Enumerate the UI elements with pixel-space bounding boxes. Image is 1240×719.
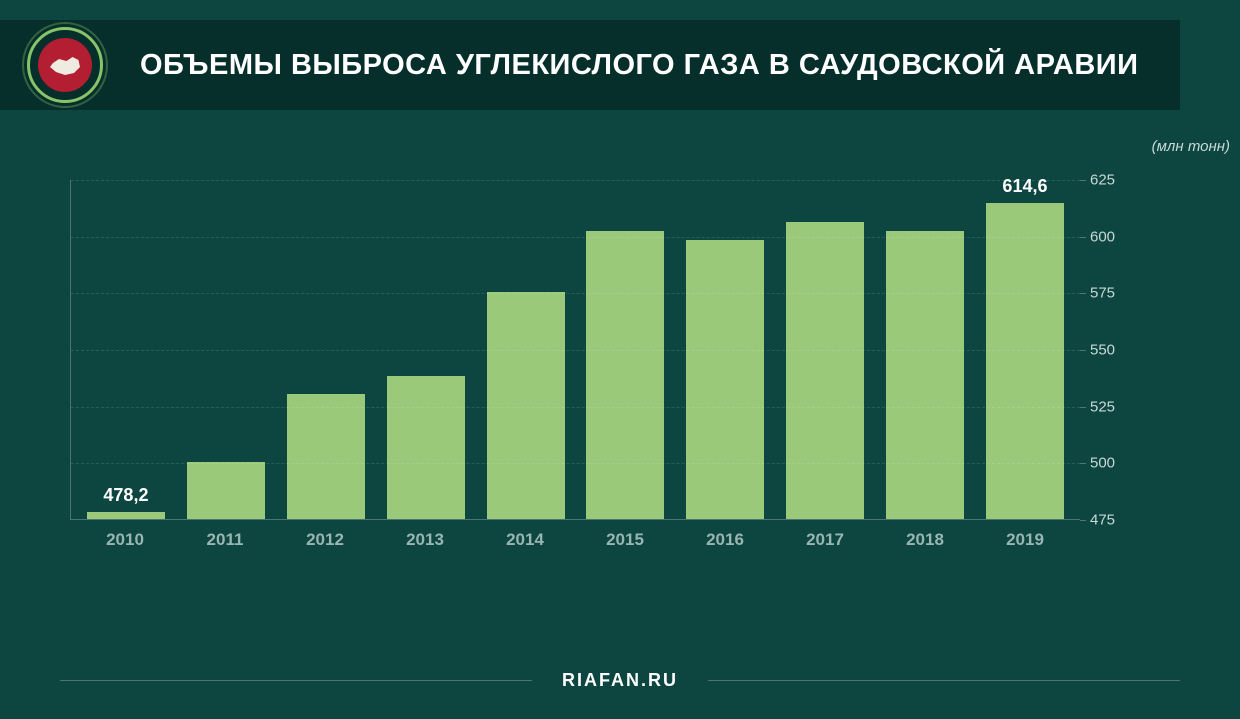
bar-wrap: 478,2 (87, 512, 165, 519)
x-tick-label: 2013 (386, 530, 464, 550)
y-tick-label: 625 (1090, 172, 1115, 189)
logo (20, 20, 110, 110)
y-tick (1080, 350, 1086, 351)
bar-wrap (387, 376, 465, 519)
bar (986, 203, 1064, 519)
gridline (71, 237, 1080, 238)
bar-wrap (287, 394, 365, 519)
y-tick (1080, 520, 1086, 521)
unit-label: (млн тонн) (1152, 138, 1230, 155)
header-bar: ОБЪЕМЫ ВЫБРОСА УГЛЕКИСЛОГО ГАЗА В САУДОВ… (0, 20, 1180, 110)
y-tick-label: 475 (1090, 512, 1115, 529)
x-tick-label: 2017 (786, 530, 864, 550)
bar-value-label: 614,6 (1002, 176, 1047, 197)
x-tick-label: 2010 (86, 530, 164, 550)
y-tick (1080, 407, 1086, 408)
bar (87, 512, 165, 519)
footer-line-left (60, 680, 532, 681)
chart-area: (млн тонн) 478,2614,6 201020112012201320… (70, 160, 1140, 590)
x-axis-labels: 2010 2011 2012 2013 2014 2015 2016 2017 2018 2019 (70, 530, 1080, 550)
bar (287, 394, 365, 519)
x-tick-label: 2015 (586, 530, 664, 550)
x-tick-label: 2019 (986, 530, 1064, 550)
gridline (71, 293, 1080, 294)
x-tick-label: 2014 (486, 530, 564, 550)
y-tick-label: 550 (1090, 342, 1115, 359)
y-tick (1080, 237, 1086, 238)
y-tick-label: 500 (1090, 455, 1115, 472)
plot: 478,2 614,6 (70, 180, 1080, 520)
x-tick-label: 2011 (186, 530, 264, 550)
bar (387, 376, 465, 519)
gridline (71, 180, 1080, 181)
bar-wrap (786, 222, 864, 519)
y-tick (1080, 463, 1086, 464)
footer-source: RIAFAN.RU (532, 670, 708, 691)
globe-icon (50, 55, 80, 75)
bar (786, 222, 864, 519)
bar (187, 462, 265, 519)
x-tick-label: 2012 (286, 530, 364, 550)
x-tick-label: 2018 (886, 530, 964, 550)
x-tick-label: 2016 (686, 530, 764, 550)
footer-line-right (708, 680, 1180, 681)
bar-wrap (686, 240, 764, 519)
gridline (71, 350, 1080, 351)
bar-wrap: 614,6 (986, 203, 1064, 519)
bar-wrap (187, 462, 265, 519)
bar (886, 231, 964, 519)
y-tick-label: 575 (1090, 285, 1115, 302)
bar (586, 231, 664, 519)
y-tick-label: 600 (1090, 228, 1115, 245)
footer: RIAFAN.RU (60, 670, 1180, 691)
gridline (71, 407, 1080, 408)
y-tick-label: 525 (1090, 398, 1115, 415)
bar (686, 240, 764, 519)
bar-wrap (886, 231, 964, 519)
chart-title: ОБЪЕМЫ ВЫБРОСА УГЛЕКИСЛОГО ГАЗА В САУДОВ… (140, 49, 1139, 82)
gridline (71, 463, 1080, 464)
bar-wrap (586, 231, 664, 519)
y-tick (1080, 293, 1086, 294)
y-tick (1080, 180, 1086, 181)
bar-value-label: 478,2 (103, 485, 148, 506)
